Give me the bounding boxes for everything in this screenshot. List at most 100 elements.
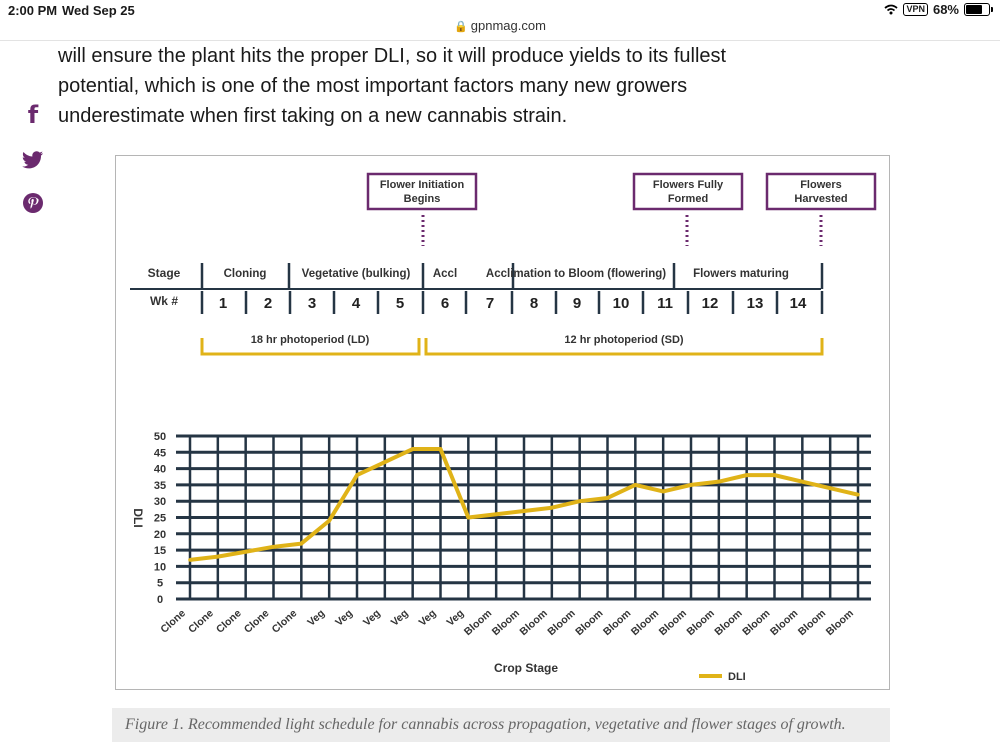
y-tick-label: 15 bbox=[154, 545, 166, 557]
callout-label: Flowers bbox=[800, 179, 842, 191]
callout-label: Begins bbox=[404, 193, 441, 205]
week-number: 7 bbox=[486, 295, 494, 312]
dli-data-point bbox=[438, 447, 443, 451]
x-tick-label: Bloom bbox=[740, 607, 772, 638]
y-tick-label: 20 bbox=[154, 529, 166, 541]
url-text: gpnmag.com bbox=[470, 18, 546, 33]
status-indicators: VPN 68% bbox=[884, 2, 993, 17]
dli-data-point bbox=[410, 447, 415, 451]
x-tick-label: Clone bbox=[158, 607, 188, 636]
week-header: Wk # bbox=[150, 294, 178, 308]
y-tick-label: 50 bbox=[154, 431, 166, 443]
dli-data-point bbox=[188, 558, 192, 562]
status-time: 2:00 PM bbox=[8, 3, 58, 18]
week-number: 6 bbox=[441, 295, 449, 312]
week-number: 10 bbox=[613, 295, 630, 312]
y-tick-label: 40 bbox=[154, 464, 166, 476]
callout-label: Formed bbox=[668, 193, 708, 205]
x-tick-label: Bloom bbox=[601, 607, 633, 638]
dli-chart: Flower Initiation Begins Flowers Fully Form… bbox=[130, 172, 877, 683]
address-bar[interactable]: 🔒 gpnmag.com bbox=[0, 18, 1000, 33]
stage-label: Cloning bbox=[224, 268, 267, 280]
week-number: 11 bbox=[657, 295, 673, 312]
x-tick-label: Veg bbox=[361, 607, 383, 628]
dli-data-point bbox=[466, 515, 471, 520]
callout-box bbox=[765, 172, 877, 211]
x-tick-label: Bloom bbox=[573, 607, 605, 638]
dli-data-point bbox=[299, 541, 304, 546]
dli-data-point bbox=[717, 479, 721, 484]
photoperiod-label: 18 hr photoperiod (LD) bbox=[251, 334, 370, 346]
callout-box bbox=[632, 172, 744, 211]
dli-data-point bbox=[522, 509, 526, 513]
week-number: 13 bbox=[747, 295, 764, 312]
stage-label: Accl bbox=[433, 268, 457, 280]
y-tick-label: 45 bbox=[154, 447, 166, 459]
week-number: 14 bbox=[790, 295, 807, 312]
battery-percent: 68% bbox=[932, 2, 959, 17]
y-tick-label: 0 bbox=[157, 594, 163, 606]
x-tick-label: Clone bbox=[186, 607, 216, 636]
dli-data-point bbox=[494, 512, 498, 517]
lock-icon: 🔒 bbox=[454, 21, 468, 33]
status-bar: 2:00 PM Wed Sep 25 VPN 68% bbox=[0, 0, 1000, 22]
x-tick-label: Bloom bbox=[462, 607, 494, 638]
x-tick-label: Bloom bbox=[685, 607, 717, 638]
figure-caption: Figure 1. Recommended light schedule for… bbox=[112, 708, 890, 742]
x-tick-label: Bloom bbox=[629, 607, 661, 638]
x-axis-label: Crop Stage bbox=[494, 661, 558, 675]
stage-label: Acclimation to Bloom (flowering) bbox=[486, 268, 666, 280]
vpn-badge: VPN bbox=[903, 3, 928, 16]
x-tick-label: Bloom bbox=[518, 607, 550, 638]
dli-data-point bbox=[856, 492, 860, 497]
callout-label: Flower Initiation bbox=[380, 179, 465, 191]
stage-label: Flowers maturing bbox=[693, 268, 789, 280]
dli-data-point bbox=[271, 545, 276, 549]
article-line: will ensure the plant hits the proper DL… bbox=[58, 45, 727, 67]
week-number: 8 bbox=[530, 295, 538, 312]
toolbar-divider bbox=[0, 40, 1000, 41]
stage-label: Vegetative (bulking) bbox=[302, 268, 411, 280]
dli-figure: Flower Initiation Begins Flowers Fully Form… bbox=[115, 155, 890, 690]
dli-data-point bbox=[828, 486, 832, 490]
dli-data-point bbox=[744, 473, 749, 477]
dli-data-point bbox=[327, 518, 331, 523]
x-tick-label: Veg bbox=[389, 607, 411, 628]
week-number: 3 bbox=[308, 295, 316, 312]
article-body: will ensure the plant hits the proper DL… bbox=[58, 41, 758, 131]
y-tick-label: 35 bbox=[154, 480, 166, 492]
y-axis-label: DLI bbox=[131, 508, 145, 527]
y-tick-label: 25 bbox=[154, 513, 166, 525]
dli-data-point bbox=[689, 483, 693, 487]
week-number: 5 bbox=[396, 295, 404, 312]
x-tick-label: Clone bbox=[242, 607, 272, 636]
facebook-icon[interactable]: f bbox=[27, 101, 39, 129]
twitter-icon[interactable] bbox=[20, 147, 46, 173]
week-number: 9 bbox=[573, 295, 581, 312]
pinterest-icon[interactable] bbox=[20, 190, 46, 216]
week-number: 1 bbox=[219, 295, 227, 312]
dli-data-point bbox=[550, 505, 554, 510]
callout-box bbox=[366, 172, 478, 211]
x-tick-label: Veg bbox=[305, 607, 327, 628]
wifi-icon bbox=[884, 4, 899, 15]
x-tick-label: Clone bbox=[214, 607, 244, 636]
dli-data-point bbox=[355, 473, 359, 477]
photoperiod-bracket bbox=[200, 338, 421, 356]
battery-icon bbox=[964, 3, 993, 16]
callout-label: Harvested bbox=[794, 193, 847, 205]
x-tick-label: Veg bbox=[333, 607, 355, 628]
x-tick-label: Veg bbox=[444, 607, 466, 628]
article-line: potential, which is one of the most impo… bbox=[58, 75, 688, 97]
x-tick-label: Bloom bbox=[824, 607, 856, 638]
photoperiod-label: 12 hr photoperiod (SD) bbox=[564, 334, 684, 346]
dli-data-point bbox=[216, 554, 220, 559]
dli-data-point bbox=[772, 473, 777, 477]
week-number: 4 bbox=[352, 295, 361, 312]
stage-header: Stage bbox=[148, 266, 181, 280]
week-number: 12 bbox=[702, 295, 719, 312]
dli-data-point bbox=[577, 499, 582, 504]
week-number: 2 bbox=[264, 295, 272, 312]
callout-label: Flowers Fully bbox=[653, 179, 724, 191]
y-tick-label: 5 bbox=[157, 578, 163, 590]
